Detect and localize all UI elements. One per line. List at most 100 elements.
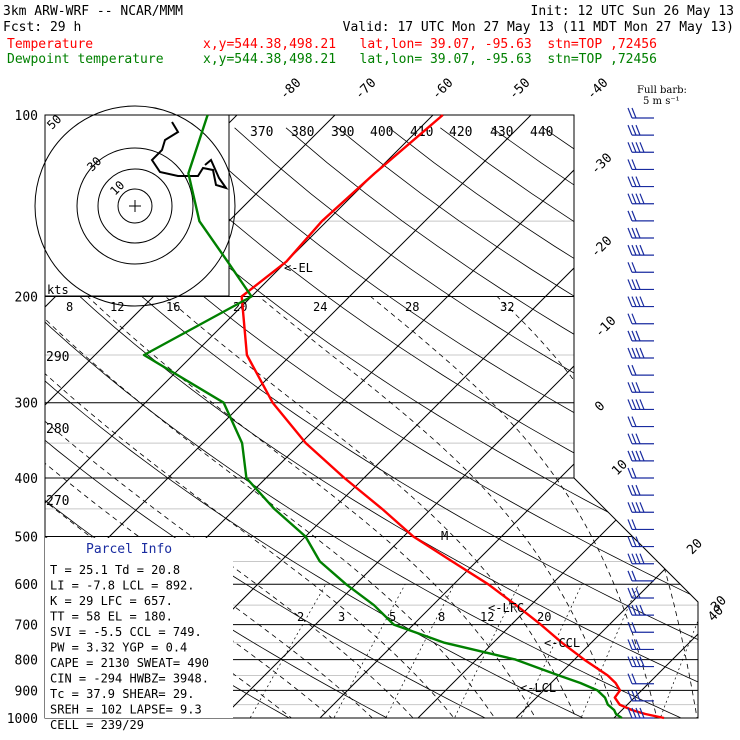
wind-barb-flag [631,262,637,273]
wind-barb-flag [639,347,645,359]
dry-adiabat-line [182,127,698,718]
mixing-ratio-line [379,584,455,718]
wind-barb-flag [627,553,633,564]
wind-barb [627,159,654,171]
ccl-marker: <-CCL [544,636,580,650]
wind-barb-flag [627,382,633,393]
moist-adiabat-line [87,296,543,718]
isotherm-line [45,115,434,718]
wind-barb-flag [635,433,641,444]
wind-barb-flag [627,107,633,119]
dry-adiabat-label: 280 [46,422,69,437]
hodograph-speed-tick: 28 [405,300,419,314]
wind-barb-flag [631,124,637,136]
moist-adiabat-line [45,296,465,718]
dewpoint-trace [142,114,623,719]
wind-barb-flag [627,502,633,513]
parcel-info-row: CAPE = 2130 SWEAT= 490 [50,656,209,670]
pressure-tick-label: 400 [15,472,38,487]
wind-barb-flag [631,364,637,376]
moist-adiabat-line [45,296,347,718]
hodograph-trace [150,121,229,190]
temperature-legend-label: Temperature [7,37,93,52]
hodograph-speed-tick: 16 [166,300,180,314]
isotherm-line [417,115,698,718]
wind-barb-flag [631,536,637,547]
hodograph: 50 30 10 kts [34,105,236,307]
lcl-marker: <-LCL [520,681,556,695]
wind-barb-flag [631,399,637,410]
isotherm-line [613,115,698,718]
pressure-tick-label: 700 [15,619,38,634]
theta-e-label: 380 [291,125,314,140]
isotherm-line [515,115,698,718]
wind-barb-flag [631,159,637,170]
wind-barb-flag [635,484,641,496]
wind-barb [627,210,654,222]
wind-barb [627,570,654,582]
wind-barb [627,484,654,496]
wind-barb [627,364,654,376]
wind-barb [627,176,654,188]
wind-barb [627,416,654,428]
wind-barb-flag [631,467,637,479]
dry-adiabat-label: 270 [46,494,69,509]
wind-barb [627,656,654,668]
dry-adiabat-line [45,127,698,718]
isotherm-label: -60 [429,76,456,103]
wind-barb-flag [639,553,645,564]
wind-barb-flag [631,553,637,564]
wind-barb [627,622,654,633]
isotherm-label: 20 [684,536,706,558]
theta-e-label: 430 [490,125,513,140]
mixing-ratio-label: 3 [338,610,345,624]
wind-barb-flag [635,707,641,719]
parcel-info-row: CIN = -294 HWBZ= 3948. [50,672,209,686]
theta-e-label: 420 [449,125,472,140]
wind-barb-flag [627,364,633,376]
wind-barb-flag [631,656,637,667]
wind-barb-flag [627,262,633,273]
isotherm-label: -40 [584,76,611,103]
wind-barb-flag [627,570,633,582]
wind-barb-flag [627,279,633,290]
wind-barb-flag [635,193,641,204]
wind-barb [627,107,654,119]
wind-barb-flag [627,399,633,410]
model-title: 3km ARW-WRF -- NCAR/MMM [3,4,183,19]
wind-barb-flag [631,604,637,616]
isotherm-label: -20 [588,234,615,261]
wind-barb-flag [627,210,633,222]
wind-barb [627,347,654,359]
wind-barb-flag [631,330,637,342]
wind-barb-flag [635,176,641,187]
wind-barb-flag [639,656,645,667]
pressure-tick-label: 600 [15,578,38,593]
wind-barb-flag [639,296,645,307]
isotherm-line [221,115,698,718]
wind-barb [627,244,654,256]
wind-barb [627,604,654,616]
mixing-ratio-line [655,584,698,718]
wind-barb-flag [631,193,637,204]
parcel-info-panel: Parcel Info T = 25.1 Td = 20.8 LI = -7.8 … [45,538,233,732]
wind-barb-flag [635,296,641,307]
wind-barb [627,690,654,702]
theta-e-label: 440 [530,125,553,140]
wind-barb-flag [635,399,641,410]
wind-barb-flag [627,244,633,256]
wind-barb [627,142,654,153]
wind-barb-flag [627,656,633,667]
theta-e-label: 400 [370,125,393,140]
wind-barb-flag [635,656,641,667]
wind-barb-flag [639,502,645,513]
parcel-info-row: PW = 3.32 YGP = 0.4 [50,641,187,655]
sounding-traces [142,114,665,720]
wind-barb-flag [631,622,637,633]
wind-barb-flag [635,587,641,599]
pressure-tick-label: 900 [15,684,38,699]
wind-barb-flag [627,433,633,444]
parcel-info-row: SREH = 102 LAPSE= 9.3 [50,703,202,717]
wind-barb-flag [631,176,637,187]
wind-barb-flag [627,622,633,633]
